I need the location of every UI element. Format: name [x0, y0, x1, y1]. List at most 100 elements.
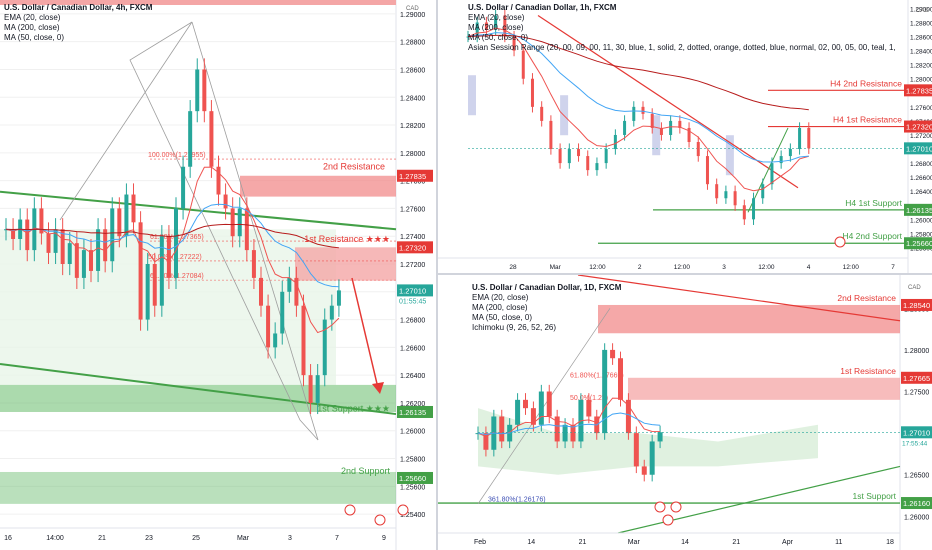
price-tag-s2: 1.25660 — [399, 474, 426, 483]
time-tick-label: 28 — [509, 264, 517, 271]
candle-1h — [650, 113, 654, 128]
time-tick-label: 12:00 — [674, 264, 691, 271]
chart-panel-1d[interactable]: 1.285001.280001.275001.270001.265001.260… — [438, 275, 932, 550]
time-tick-label: 18 — [886, 539, 894, 546]
indicator-label: MA (50, close, 0) — [468, 33, 529, 42]
time-tick-label: 21 — [579, 539, 587, 546]
candle-4h — [103, 229, 108, 262]
candle-1h — [540, 106, 544, 121]
candle-4h — [117, 208, 122, 237]
indicator-label: MA (50, close, 0) — [4, 33, 65, 42]
candle-1h — [632, 106, 636, 121]
chart-canvas-1d[interactable]: 1.285001.280001.275001.270001.265001.260… — [438, 275, 932, 550]
horizontal-divider — [438, 273, 932, 275]
candle-4h — [25, 219, 30, 251]
candle-1h — [752, 198, 756, 220]
candle-1d — [602, 349, 608, 434]
price-tick-label: 1.25800 — [910, 231, 932, 238]
legend-1h: U.S. Dollar / Canadian Dollar, 1h, FXCM … — [468, 3, 898, 53]
candle-1d — [625, 399, 631, 434]
candle-1h — [484, 22, 488, 30]
resistance-2-label: 2nd Resistance — [837, 293, 896, 303]
candle-1h — [577, 149, 581, 157]
candle-1d — [641, 466, 647, 475]
chart-panel-1h[interactable]: 1.29000 1.28800 1.28600 1.28400 1.28200 1.280… — [438, 0, 932, 273]
event-flag-icon — [654, 501, 666, 513]
candle-1h — [659, 127, 663, 135]
cad-badge: CAD — [916, 8, 929, 14]
price-tick-label: 1.25400 — [400, 512, 425, 519]
candle-1d — [530, 408, 536, 425]
candle-4h — [209, 111, 214, 167]
candle-1h — [567, 149, 571, 164]
support-2-zone — [0, 471, 396, 504]
resistance-2-zone — [598, 304, 900, 334]
price-tag-s2-bg — [904, 237, 932, 250]
time-tick-label: 12:00 — [843, 264, 860, 271]
chart-panel-4h[interactable]: 1.29000 1.28800 1.28600 1.28400 1.28200 1.280… — [0, 0, 436, 550]
price-tick-label: 1.26200 — [400, 401, 425, 408]
price-tick-label: 1.27600 — [400, 206, 425, 213]
projection-arrowhead — [372, 382, 384, 394]
candle-1h — [503, 15, 507, 37]
candle-4h — [46, 233, 51, 253]
candle-1h — [705, 156, 709, 185]
fib-label: 100.00%(1.27955) — [148, 152, 206, 159]
time-tick-label: Apr — [782, 539, 794, 546]
time-tick-label: Mar — [550, 264, 562, 271]
channel-bottom-line — [0, 363, 397, 416]
candle-1h — [512, 36, 516, 51]
candle-4h — [11, 229, 16, 239]
price-tag-current-bg — [397, 284, 433, 297]
price-tag-r2: 1.27835 — [399, 172, 426, 181]
price-tag-current-bg — [901, 426, 932, 439]
price-tag-current: 1.27010 — [906, 144, 932, 153]
ma-50-line — [467, 32, 809, 163]
time-tick-label: 25 — [192, 535, 200, 542]
time-tick-label: 23 — [145, 535, 153, 542]
projection-arrow — [351, 277, 379, 389]
indicator-label: MA (200, close) — [468, 23, 524, 32]
cad-badge: CAD — [908, 285, 921, 291]
time-tick-label: 21 — [98, 535, 106, 542]
price-tag-r1-bg — [901, 371, 932, 384]
resistance-1-label: 1st Resistance ★★★ — [304, 234, 390, 244]
candle-1d — [633, 433, 639, 467]
candle-1h — [494, 15, 498, 30]
ema-20-line — [5, 166, 340, 334]
time-tick-label: 14:00 — [46, 535, 64, 542]
candle-1h — [669, 120, 673, 135]
candle-4h — [96, 229, 101, 271]
price-tag-r1-bg — [397, 241, 433, 254]
candle-1h — [623, 120, 627, 135]
candle-4h — [315, 375, 320, 403]
candle-4h — [152, 264, 157, 306]
price-tick-label: 1.26000 — [904, 514, 929, 521]
ema-20-line — [467, 27, 809, 192]
price-tick-label: 1.26800 — [400, 318, 425, 325]
candle-1d — [483, 433, 489, 450]
price-tick-label: 1.26400 — [910, 189, 932, 196]
price-tick-label: 1.26600 — [400, 345, 425, 352]
chart-canvas-4h[interactable]: 1.29000 1.28800 1.28600 1.28400 1.28200 1.280… — [0, 0, 436, 550]
candle-1h — [770, 163, 774, 185]
price-tick-label: 1.26000 — [400, 429, 425, 436]
price-tick-label: 1.28200 — [400, 123, 425, 130]
price-axis — [396, 0, 436, 550]
resistance-1-label: 1st Resistance — [840, 366, 896, 376]
asian-session-box — [652, 115, 661, 156]
chart-canvas-1h[interactable]: 1.29000 1.28800 1.28600 1.28400 1.28200 1.280… — [438, 0, 932, 273]
fib-label: 361.80%(1.26176) — [488, 496, 546, 503]
fib-diagonal — [191, 21, 319, 441]
price-tick-label: 1.27400 — [400, 234, 425, 241]
price-tag-s2: 1.25660 — [906, 239, 932, 248]
price-tick-label: 1.27600 — [910, 105, 932, 112]
time-tick-label: 3 — [722, 264, 726, 271]
candle-4h — [223, 194, 228, 209]
price-tick-label: 1.25600 — [400, 484, 425, 491]
candle-1d — [546, 391, 552, 417]
price-tag-s1: 1.26160 — [903, 499, 930, 508]
price-tag-r2-bg — [397, 169, 433, 182]
top-strip — [0, 0, 396, 5]
cad-badge: CAD — [406, 6, 419, 12]
